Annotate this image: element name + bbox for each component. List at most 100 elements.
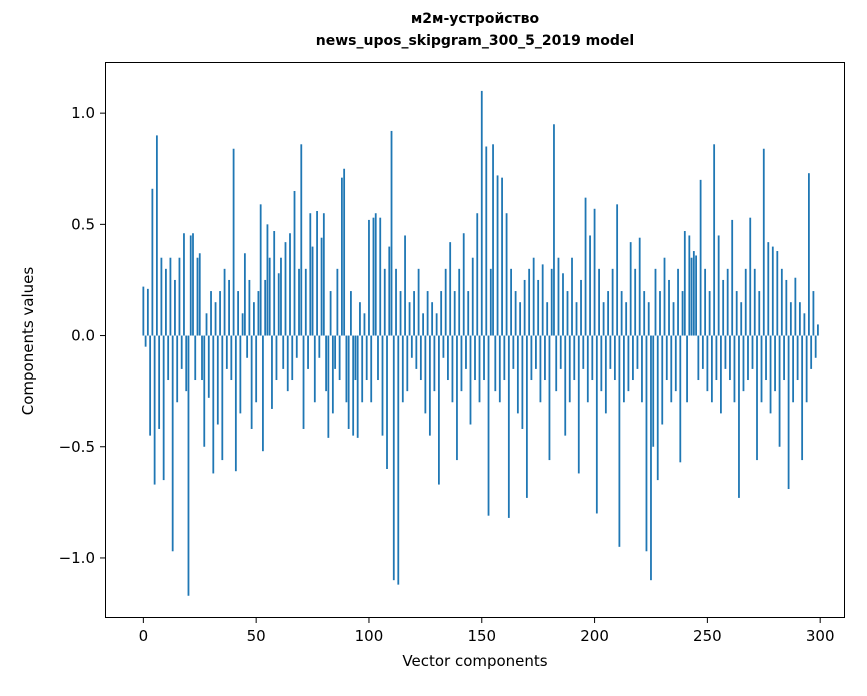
bar	[688, 235, 691, 336]
bar	[277, 273, 280, 336]
bar	[753, 268, 756, 336]
bar	[194, 335, 197, 381]
bar	[198, 253, 201, 336]
bar	[810, 335, 813, 369]
bar	[729, 335, 731, 381]
bar	[726, 268, 729, 336]
bar	[562, 273, 564, 336]
bar	[214, 302, 217, 336]
bar	[510, 268, 512, 336]
bar	[665, 335, 668, 381]
x-tick-label: 300	[806, 627, 835, 645]
bar	[397, 335, 400, 585]
y-axis-label: Components values	[19, 266, 37, 416]
bar	[706, 335, 709, 392]
bar	[523, 279, 526, 336]
bar	[686, 335, 688, 403]
bar	[350, 291, 352, 336]
bar	[304, 268, 307, 336]
bar	[505, 213, 508, 336]
bar	[546, 302, 549, 336]
bar	[722, 279, 725, 336]
bar	[257, 291, 260, 336]
bar	[219, 291, 221, 336]
bar	[598, 268, 600, 336]
bar	[593, 208, 596, 336]
bar	[415, 335, 418, 369]
bar	[340, 177, 343, 336]
bar	[654, 268, 657, 336]
bar	[379, 217, 382, 336]
bar	[273, 231, 276, 336]
bar	[465, 335, 467, 369]
bar	[419, 335, 422, 381]
bar	[354, 335, 357, 381]
bar	[169, 257, 172, 336]
bar	[512, 335, 515, 369]
bar	[171, 335, 174, 552]
bar	[586, 335, 589, 403]
bar	[645, 335, 648, 552]
bar	[559, 335, 562, 369]
bar	[774, 335, 776, 392]
x-tick-label: 200	[580, 627, 609, 645]
bar	[507, 335, 510, 518]
bar	[246, 335, 249, 358]
bar	[789, 302, 792, 336]
bar	[609, 335, 612, 369]
bar	[424, 335, 427, 414]
bar	[710, 335, 713, 403]
bar	[205, 313, 208, 336]
bar	[690, 257, 693, 336]
bar	[760, 335, 763, 403]
chart-title-line2: news_upos_skipgram_300_5_2019 model	[315, 33, 635, 49]
bar	[160, 257, 163, 336]
bar	[650, 335, 652, 581]
bar	[417, 268, 420, 336]
bar	[548, 335, 551, 461]
bar	[704, 268, 707, 336]
bar	[185, 335, 188, 392]
y-tick-label: 0.0	[71, 327, 95, 345]
bar	[158, 335, 161, 429]
bar	[155, 135, 158, 336]
x-tick-label: 50	[247, 627, 266, 645]
bar	[201, 335, 203, 381]
bar	[275, 335, 278, 381]
bar	[302, 335, 305, 429]
chart-title-line1: м2м-устройство	[410, 11, 540, 27]
bar	[325, 335, 327, 392]
bar	[408, 302, 411, 336]
bar	[571, 257, 573, 336]
y-tick-label: 0.5	[71, 215, 95, 233]
bar	[720, 335, 722, 414]
bar	[386, 335, 388, 469]
bar	[501, 177, 503, 336]
bar	[780, 268, 783, 336]
bar	[695, 255, 697, 336]
y-tick-label: −0.5	[59, 438, 95, 456]
bar	[564, 335, 567, 436]
bar	[713, 144, 716, 336]
bar	[762, 148, 765, 336]
bar	[212, 335, 215, 474]
bar	[388, 246, 391, 336]
bar	[767, 242, 770, 336]
bar	[162, 335, 165, 481]
bar	[776, 251, 779, 336]
bar	[659, 291, 661, 336]
bar	[151, 188, 154, 336]
bar	[591, 335, 594, 381]
bar	[787, 335, 790, 490]
bar	[174, 279, 176, 336]
bar	[765, 335, 767, 381]
bar	[428, 335, 431, 436]
bar	[189, 235, 192, 336]
bar	[449, 242, 452, 336]
bar	[803, 313, 806, 336]
bar	[616, 204, 619, 336]
bar	[539, 335, 542, 403]
bar	[485, 146, 488, 336]
bar	[471, 257, 474, 336]
